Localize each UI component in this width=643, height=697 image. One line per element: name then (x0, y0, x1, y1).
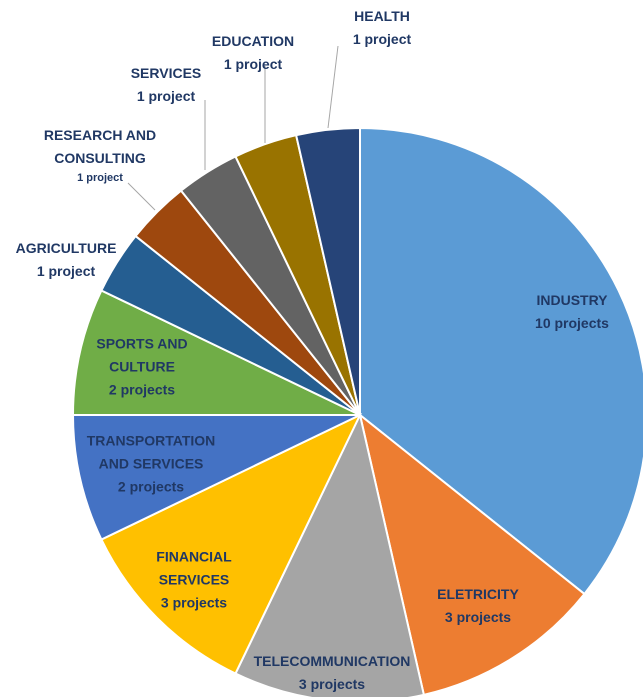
category-label: FINANCIAL SERVICES (156, 548, 232, 588)
pie-slice (358, 412, 586, 697)
slice-label: ELETRICITY 3 projects (418, 583, 538, 629)
pie-slice (294, 126, 361, 416)
slice-label: FINANCIAL SERVICES 3 projects (144, 546, 244, 615)
category-label: EDUCATION (211, 33, 295, 49)
value-label: 10 projects (535, 315, 609, 331)
slice-label: SERVICES 1 project (116, 62, 216, 108)
category-label: AGRICULTURE (15, 240, 117, 256)
slice-label: SPORTS AND CULTURE 2 projects (87, 333, 197, 402)
value-label: 3 projects (298, 676, 366, 692)
slice-label: TELECOMMUNICATION 3 projects (232, 650, 432, 696)
category-label: INDUSTRY (536, 292, 608, 308)
value-label: 1 project (352, 31, 412, 47)
category-label: SERVICES (130, 65, 202, 81)
pie-slice (71, 289, 361, 416)
category-label: SPORTS AND CULTURE (96, 335, 188, 375)
slice-label: RESEARCH AND CONSULTING 1 project (30, 124, 170, 186)
pie-slice (100, 412, 363, 675)
category-label: HEALTH (354, 8, 410, 24)
category-label: TELECOMMUNICATION (253, 653, 411, 669)
leader-line (127, 182, 156, 211)
category-label: ELETRICITY (437, 586, 519, 602)
pie-slice (359, 126, 643, 596)
value-label: 2 projects (117, 478, 185, 495)
slice-label: TRANSPORTATION AND SERVICES 2 projects (71, 430, 231, 499)
value-label: 1 project (223, 56, 283, 72)
slice-label: HEALTH 1 project (332, 5, 432, 51)
category-label: RESEARCH AND CONSULTING (43, 127, 157, 166)
value-label: 3 projects (444, 609, 512, 625)
value-label: 1 project (36, 263, 96, 279)
value-label: 1 project (136, 88, 196, 104)
value-label: 1 project (77, 172, 123, 184)
slice-label: EDUCATION 1 project (198, 30, 308, 76)
value-label: 2 projects (108, 381, 176, 398)
category-label: TRANSPORTATION AND SERVICES (86, 432, 216, 472)
leader-line (327, 45, 339, 129)
pie-slice (71, 414, 361, 541)
slice-label: INDUSTRY 10 projects (512, 289, 632, 335)
value-label: 3 projects (160, 594, 228, 611)
slice-label: AGRICULTURE 1 project (6, 237, 126, 283)
pie-slice (234, 411, 426, 697)
